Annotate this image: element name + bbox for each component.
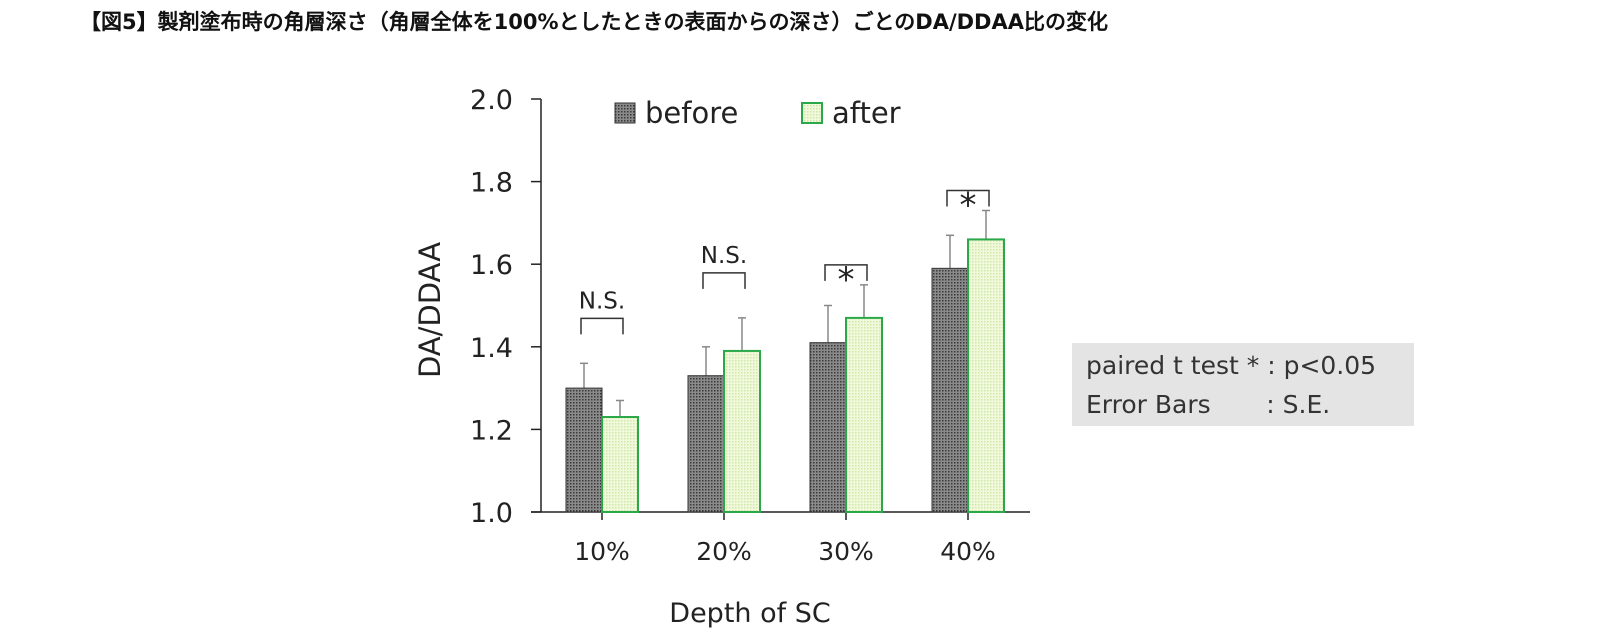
legend-label: after bbox=[832, 96, 901, 130]
legend-swatch-after bbox=[801, 102, 823, 124]
significance-bracket bbox=[580, 317, 624, 335]
x-tick-label: 30% bbox=[818, 537, 874, 566]
significance-bracket bbox=[702, 272, 746, 289]
bar-after bbox=[967, 238, 1005, 513]
legend-label: before bbox=[645, 96, 738, 130]
bar-before bbox=[809, 342, 847, 513]
x-axis-label: Depth of SC bbox=[669, 598, 830, 629]
significance-label: N.S. bbox=[701, 243, 747, 269]
y-tick-label: 1.8 bbox=[470, 168, 513, 199]
note-error-bars: Error Bars : S.E. bbox=[1086, 390, 1331, 419]
statistics-note: paired t test * : p<0.05 Error Bars : S.… bbox=[1072, 343, 1414, 426]
y-tick-label: 2.0 bbox=[470, 85, 513, 116]
note-test: paired t test * : p<0.05 bbox=[1086, 351, 1377, 380]
bar-before bbox=[931, 267, 969, 513]
significance-bracket bbox=[946, 189, 990, 207]
x-tick-label: 10% bbox=[574, 537, 630, 566]
significance-bracket bbox=[824, 264, 868, 281]
figure-title: 【図5】製剤塗布時の角層深さ（角層全体を100%としたときの表面からの深さ）ごと… bbox=[80, 10, 1108, 34]
bar-before bbox=[565, 387, 603, 513]
y-axis-label: DA/DDAA bbox=[413, 242, 447, 378]
significance-label: * bbox=[960, 186, 977, 226]
bar-before bbox=[687, 375, 725, 513]
y-tick-label: 1.6 bbox=[470, 250, 513, 281]
x-tick-label: 40% bbox=[940, 537, 996, 566]
y-tick-label: 1.0 bbox=[470, 498, 513, 529]
bar-after bbox=[601, 416, 639, 514]
legend-swatch-before bbox=[614, 102, 636, 124]
bar-after bbox=[845, 316, 883, 514]
x-tick-label: 20% bbox=[696, 537, 752, 566]
significance-label: N.S. bbox=[579, 288, 625, 314]
y-tick-label: 1.2 bbox=[470, 415, 513, 446]
bar-after bbox=[723, 349, 761, 513]
significance-label: * bbox=[838, 260, 855, 300]
y-tick-label: 1.4 bbox=[470, 333, 513, 364]
